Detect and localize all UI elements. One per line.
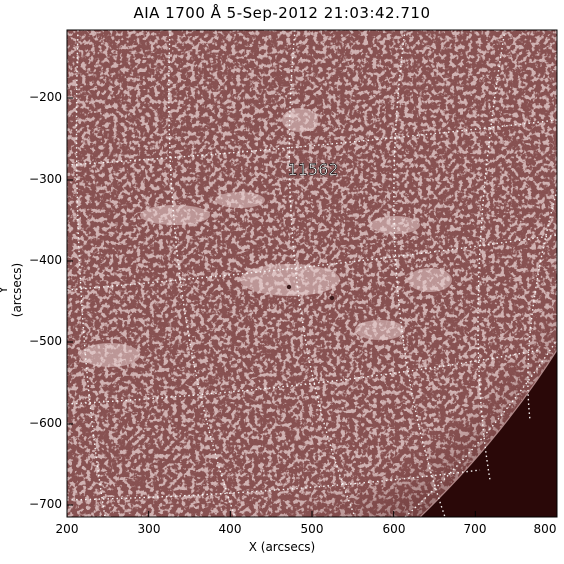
grid-longitude-line xyxy=(393,30,446,517)
limb-darkening xyxy=(67,30,557,517)
active-region-label: 11562 xyxy=(288,160,339,179)
x-tick-label: 400 xyxy=(218,522,242,536)
image-title: AIA 1700 Å 5-Sep-2012 21:03:42.710 xyxy=(133,4,431,22)
y-tick-marks xyxy=(67,97,73,506)
x-tick-label: 500 xyxy=(300,522,324,536)
x-tick-label: 600 xyxy=(382,522,406,536)
y-tick-label: −500 xyxy=(29,334,62,348)
grid-longitude-line xyxy=(168,30,236,517)
y-tick-label: −300 xyxy=(29,172,62,186)
y-tick-label: −700 xyxy=(29,497,62,511)
y-axis-label: Y (arcsecs) xyxy=(0,262,24,318)
grid-latitude-line xyxy=(67,349,541,405)
y-tick-label: −200 xyxy=(29,90,62,104)
x-axis-label: X (arcsecs) xyxy=(248,540,316,554)
y-tick-label: −600 xyxy=(29,416,62,430)
x-tick-label: 700 xyxy=(463,522,487,536)
x-tick-label: 200 xyxy=(55,522,79,536)
x-tick-marks xyxy=(66,511,558,517)
grid-longitude-line xyxy=(477,30,506,481)
heliographic-grid xyxy=(67,30,557,517)
grid-longitude-line xyxy=(288,30,356,517)
grid-longitude-line xyxy=(75,30,106,517)
off-limb-region xyxy=(420,350,557,517)
x-tick-label: 300 xyxy=(137,522,161,536)
grid-latitude-line xyxy=(67,119,557,166)
x-tick-label: 800 xyxy=(533,522,557,536)
y-tick-label: −400 xyxy=(29,253,62,267)
